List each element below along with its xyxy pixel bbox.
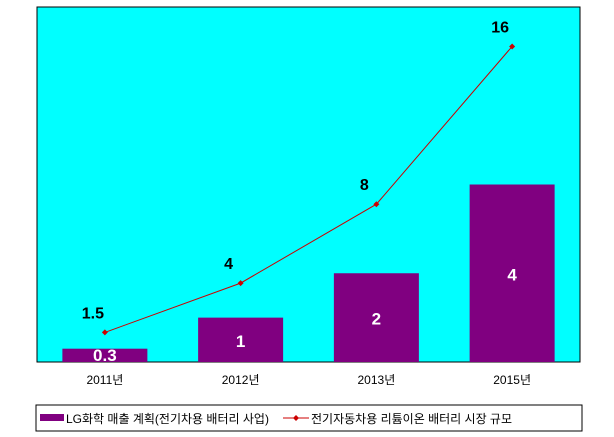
bar — [469, 184, 555, 362]
legend-marker — [293, 415, 299, 421]
bar — [198, 317, 284, 362]
x-tick-label: 2012년 — [222, 373, 260, 387]
line-marker — [237, 280, 244, 287]
x-tick-label: 2013년 — [358, 373, 396, 387]
bar-label: 0.3 — [93, 346, 117, 365]
bar — [62, 348, 148, 362]
line-marker — [101, 329, 108, 336]
legend-swatch-bar — [40, 414, 64, 421]
legend-label-line: 전기자동차용 리튬이온 배터리 시장 규모 — [311, 412, 512, 426]
line-marker — [373, 201, 380, 208]
line-label: 4 — [224, 256, 233, 273]
bar — [333, 273, 419, 362]
bar-label: 2 — [372, 310, 381, 329]
line-marker — [509, 43, 516, 50]
x-tick-label: 2015년 — [493, 373, 531, 387]
legend-label-bar: LG화학 매출 계획(전기차용 배터리 사업) — [66, 412, 269, 426]
x-tick-label: 2011년 — [86, 373, 123, 387]
line-series — [104, 46, 513, 333]
line-label: 1.5 — [82, 305, 104, 322]
bar-label: 4 — [507, 265, 517, 284]
bar-label: 1 — [236, 332, 245, 351]
line-label: 8 — [360, 177, 369, 194]
line-label: 16 — [491, 19, 509, 36]
